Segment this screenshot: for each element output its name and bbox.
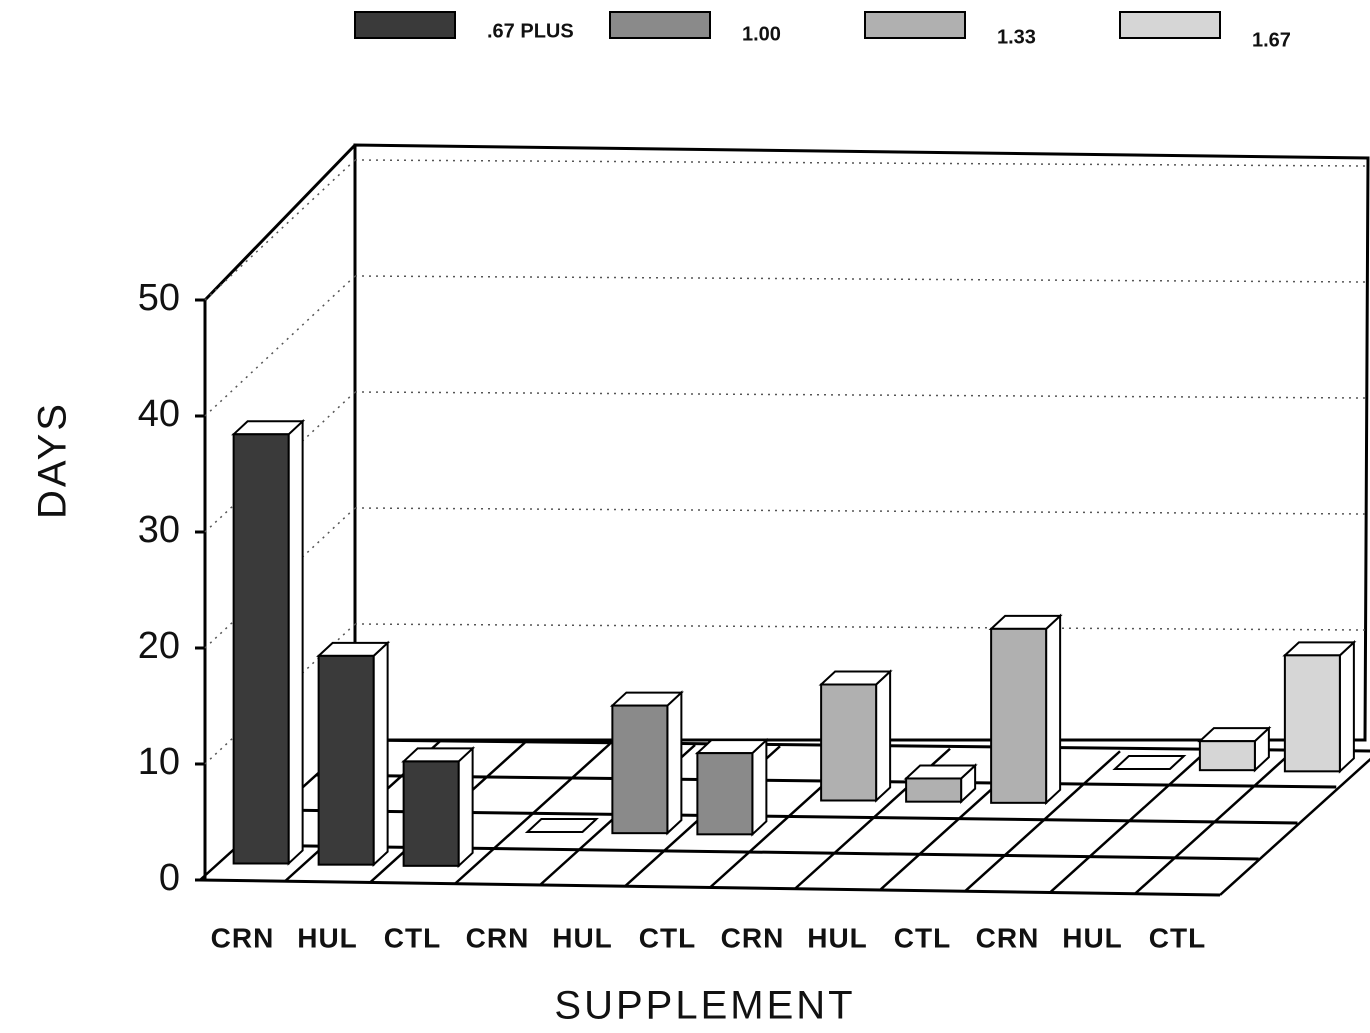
y-tick-label: 10 (138, 741, 180, 783)
y-tick-label: 40 (138, 393, 180, 435)
bar-side (666, 690, 683, 836)
x-tick-label: CTL (639, 922, 696, 953)
bar (1283, 654, 1341, 773)
bar-side (372, 640, 389, 867)
bar (696, 752, 754, 836)
legend-label: .67 PLUS (487, 20, 574, 42)
grid-line (354, 507, 1366, 515)
x-axis-title: SUPPLEMENT (554, 984, 855, 1028)
bar-side (287, 419, 304, 866)
floor-line (964, 750, 1121, 893)
bar-side (1338, 640, 1355, 774)
left-wall-top (203, 143, 357, 302)
bar (990, 627, 1048, 804)
bar-side (751, 737, 768, 837)
grid-line (204, 159, 356, 301)
legend-swatch (864, 11, 966, 39)
legend-label: 1.00 (742, 23, 781, 45)
floor-line (454, 742, 611, 885)
bar-top (1112, 755, 1187, 770)
x-tick-label: HUL (552, 922, 613, 953)
grid-line (354, 275, 1366, 283)
x-tick-label: CRN (211, 922, 275, 953)
bar (317, 654, 375, 866)
x-tick-label: CRN (976, 922, 1040, 953)
bar (905, 777, 963, 803)
x-tick-label: CTL (384, 922, 441, 953)
bar-top (524, 818, 599, 833)
back-wall (353, 143, 1370, 742)
y-axis-title: DAYS (31, 401, 75, 519)
bar (232, 433, 290, 865)
y-tick-label: 30 (138, 509, 180, 551)
x-tick-label: HUL (1062, 922, 1123, 953)
y-tick-label: 20 (138, 625, 180, 667)
bar-side (457, 746, 474, 869)
legend-label: 1.67 (1252, 29, 1291, 51)
legend-swatch (354, 11, 456, 39)
x-tick-label: CTL (1149, 922, 1206, 953)
bar (1198, 740, 1256, 772)
legend-label: 1.33 (997, 26, 1036, 48)
floor-line (1219, 757, 1370, 896)
x-tick-label: CRN (721, 922, 785, 953)
bar (611, 704, 669, 835)
bar-side (1045, 613, 1062, 806)
floor-line (1134, 752, 1291, 895)
grid-line (354, 623, 1366, 631)
bar (402, 760, 460, 867)
x-tick-label: CRN (466, 922, 530, 953)
y-tick-label: 50 (138, 277, 180, 319)
y-tick-label: 0 (159, 857, 180, 899)
x-tick-label: HUL (297, 922, 358, 953)
x-tick-label: CTL (894, 922, 951, 953)
floor-line (1049, 751, 1206, 894)
grid-line (204, 275, 356, 417)
bar (820, 683, 878, 802)
legend-swatch (609, 11, 711, 39)
grid-line (354, 159, 1366, 167)
bar-side (875, 669, 892, 803)
legend-swatch (1119, 11, 1221, 39)
grid-line (354, 391, 1366, 399)
x-tick-label: HUL (807, 922, 868, 953)
